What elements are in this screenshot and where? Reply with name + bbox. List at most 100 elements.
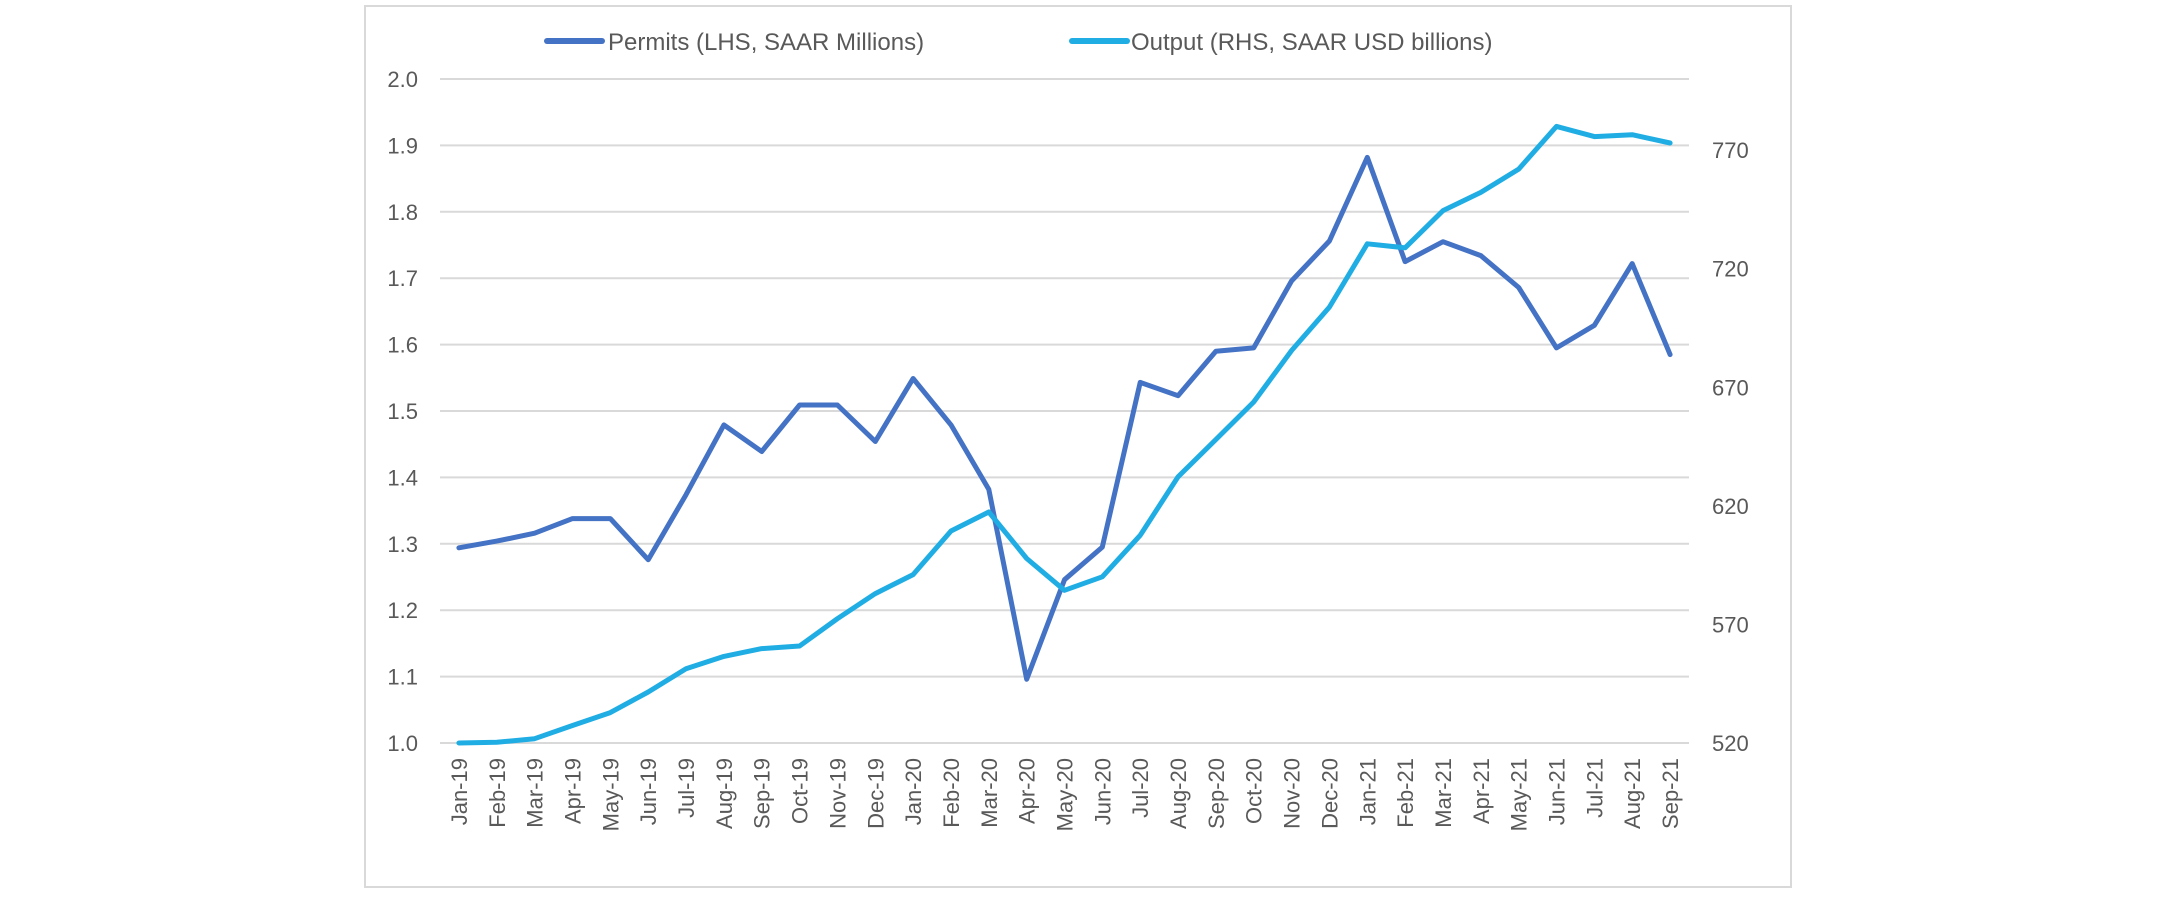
data-point-output bbox=[1365, 241, 1370, 246]
data-point-permits bbox=[1327, 239, 1332, 244]
data-point-output bbox=[684, 666, 689, 671]
legend: Permits (LHS, SAAR Millions) Output (RHS… bbox=[544, 29, 1492, 56]
data-point-permits bbox=[608, 516, 613, 521]
y2-tick-label: 620 bbox=[1712, 494, 1749, 519]
x-tick-label: Oct-19 bbox=[788, 758, 813, 824]
x-tick-label: Aug-20 bbox=[1166, 758, 1191, 829]
x-tick-label: Mar-21 bbox=[1431, 758, 1456, 828]
x-tick-label: Jan-20 bbox=[901, 758, 926, 825]
data-point-output bbox=[1592, 134, 1597, 139]
x-tick-label: Apr-20 bbox=[1015, 758, 1040, 824]
data-point-output bbox=[1176, 474, 1181, 479]
data-point-permits bbox=[1478, 253, 1483, 258]
data-point-permits bbox=[911, 376, 916, 381]
x-tick-label: Nov-19 bbox=[825, 758, 850, 829]
y-tick-label: 1.9 bbox=[387, 133, 418, 158]
x-tick-label: Feb-19 bbox=[485, 758, 510, 828]
data-point-permits bbox=[835, 403, 840, 408]
x-tick-label: Feb-21 bbox=[1393, 758, 1418, 828]
x-tick-label: May-19 bbox=[598, 758, 623, 831]
data-point-output bbox=[456, 741, 461, 746]
data-point-output bbox=[1100, 574, 1105, 579]
data-point-output bbox=[608, 710, 613, 715]
data-point-permits bbox=[1440, 239, 1445, 244]
data-point-output bbox=[721, 654, 726, 659]
y-tick-label: 1.6 bbox=[387, 333, 418, 358]
y-tick-label: 1.1 bbox=[387, 665, 418, 690]
chart-frame bbox=[364, 5, 1792, 888]
data-point-permits bbox=[1251, 345, 1256, 350]
y-axis-right: 520 570 620 670 720 770 bbox=[1712, 138, 1749, 756]
data-point-output bbox=[1213, 437, 1218, 442]
data-point-permits bbox=[1024, 677, 1029, 682]
x-tick-label: May-20 bbox=[1053, 758, 1078, 831]
x-tick-label: Aug-21 bbox=[1620, 758, 1645, 829]
data-point-output bbox=[1554, 124, 1559, 129]
x-tick-label: Dec-19 bbox=[863, 758, 888, 829]
data-point-output bbox=[1138, 533, 1143, 538]
data-point-permits bbox=[1176, 393, 1181, 398]
data-point-output bbox=[1478, 190, 1483, 195]
data-point-output bbox=[1440, 208, 1445, 213]
y2-tick-label: 720 bbox=[1712, 257, 1749, 282]
data-point-permits bbox=[1062, 577, 1067, 582]
x-tick-label: Jun-20 bbox=[1090, 758, 1115, 825]
x-tick-label: Jan-21 bbox=[1355, 758, 1380, 825]
data-point-permits bbox=[1668, 352, 1673, 357]
x-tick-label: Jul-21 bbox=[1582, 758, 1607, 818]
legend-label-output: Output (RHS, SAAR USD billions) bbox=[1131, 29, 1492, 56]
data-point-permits bbox=[1100, 545, 1105, 550]
data-point-permits bbox=[1554, 345, 1559, 350]
y-tick-label: 2.0 bbox=[387, 67, 418, 92]
series-line-output bbox=[456, 123, 1673, 746]
y-tick-label: 1.2 bbox=[387, 598, 418, 623]
data-point-output bbox=[835, 616, 840, 621]
data-point-permits bbox=[570, 516, 575, 521]
y-tick-label: 1.4 bbox=[387, 465, 418, 490]
data-point-output bbox=[1289, 348, 1294, 353]
x-tick-label: Dec-20 bbox=[1317, 758, 1342, 829]
data-point-output bbox=[986, 510, 991, 515]
y2-tick-label: 670 bbox=[1712, 375, 1749, 400]
x-tick-label: Mar-20 bbox=[977, 758, 1002, 828]
x-tick-label: Jul-19 bbox=[674, 758, 699, 818]
data-point-permits bbox=[646, 557, 651, 562]
y-tick-label: 1.3 bbox=[387, 532, 418, 557]
data-point-permits bbox=[1138, 380, 1143, 385]
y2-tick-label: 770 bbox=[1712, 138, 1749, 163]
x-tick-label: Apr-19 bbox=[560, 758, 585, 824]
x-tick-label: Mar-19 bbox=[523, 758, 548, 828]
data-point-output bbox=[1251, 399, 1256, 404]
gridlines bbox=[440, 78, 1689, 744]
y2-tick-label: 570 bbox=[1712, 612, 1749, 637]
data-point-output bbox=[1668, 141, 1673, 146]
x-tick-label: Jul-20 bbox=[1128, 758, 1153, 818]
legend-label-permits: Permits (LHS, SAAR Millions) bbox=[608, 29, 924, 56]
data-point-permits bbox=[684, 492, 689, 497]
data-point-output bbox=[1062, 588, 1067, 593]
series-line-permits bbox=[456, 154, 1673, 682]
data-point-permits bbox=[986, 487, 991, 492]
y-tick-label: 1.0 bbox=[387, 731, 418, 756]
x-tick-label: Jun-19 bbox=[636, 758, 661, 825]
data-point-output bbox=[797, 644, 802, 649]
x-tick-label: Jan-19 bbox=[447, 758, 472, 825]
x-tick-label: Oct-20 bbox=[1242, 758, 1267, 824]
data-point-permits bbox=[759, 449, 764, 454]
data-point-permits bbox=[1403, 259, 1408, 264]
y-axis-left: 1.0 1.1 1.2 1.3 1.4 1.5 1.6 1.7 1.8 1.9 2.0 bbox=[387, 67, 418, 756]
data-point-permits bbox=[1289, 278, 1294, 283]
data-point-output bbox=[646, 690, 651, 695]
y-tick-label: 1.5 bbox=[387, 399, 418, 424]
data-point-output bbox=[873, 591, 878, 596]
data-point-output bbox=[494, 740, 499, 745]
data-point-permits bbox=[1516, 285, 1521, 290]
y2-tick-label: 520 bbox=[1712, 731, 1749, 756]
x-tick-label: Sep-20 bbox=[1204, 758, 1229, 829]
data-point-output bbox=[1630, 132, 1635, 137]
data-point-permits bbox=[797, 403, 802, 408]
data-point-permits bbox=[456, 545, 461, 550]
x-tick-label: Nov-20 bbox=[1280, 758, 1305, 829]
data-point-output bbox=[532, 736, 537, 741]
